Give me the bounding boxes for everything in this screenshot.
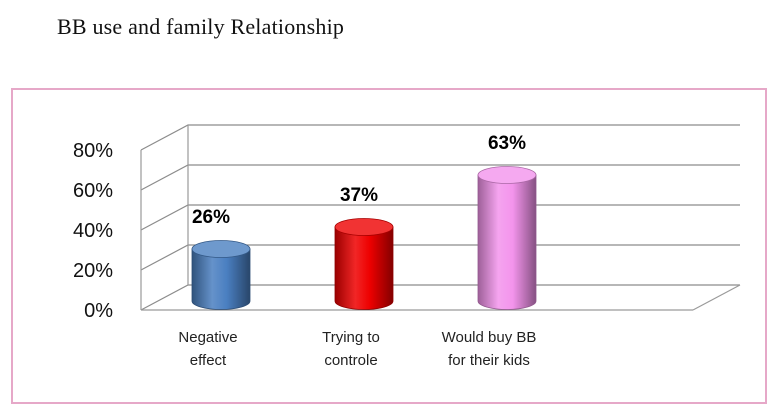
gridlines [140, 124, 741, 311]
page-title: BB use and family Relationship [57, 14, 345, 39]
x-axis-categories: Negative effect Trying to controle Would buy… [178, 329, 536, 369]
x-category-label: Trying to controle [322, 329, 380, 369]
y-tick-label: 40% [73, 220, 113, 242]
bar-top [191, 240, 251, 258]
bar-top [334, 218, 394, 236]
bars [191, 166, 537, 310]
bar-1 [191, 240, 251, 310]
bar-body [191, 248, 251, 310]
gridline [140, 204, 740, 231]
data-label: 37% [340, 185, 378, 206]
bar-body [334, 226, 394, 310]
bar-2 [334, 218, 394, 310]
y-tick-label: 0% [84, 300, 113, 322]
x-category-label: Would buy BB for their kids [442, 329, 537, 369]
chart-frame: 0% 20% 40% 60% 80% 26% 37% 63% Negative effect T… [11, 88, 767, 404]
bar-chart: 0% 20% 40% 60% 80% 26% 37% 63% Negative effect T… [73, 124, 741, 369]
data-labels: 26% 37% 63% [192, 133, 526, 228]
data-label: 26% [192, 207, 230, 228]
bar-top [477, 166, 537, 184]
y-tick-label: 60% [73, 180, 113, 202]
gridline [140, 124, 740, 151]
x-category-label: Negative effect [178, 329, 237, 369]
floor-right-edge [692, 284, 741, 311]
gridline [140, 164, 740, 191]
y-tick-label: 20% [73, 260, 113, 282]
data-label: 63% [488, 133, 526, 154]
y-tick-label: 80% [73, 140, 113, 162]
bar-body [477, 174, 537, 310]
y-axis-ticks: 0% 20% 40% 60% 80% [73, 140, 113, 322]
bar-3 [477, 166, 537, 310]
